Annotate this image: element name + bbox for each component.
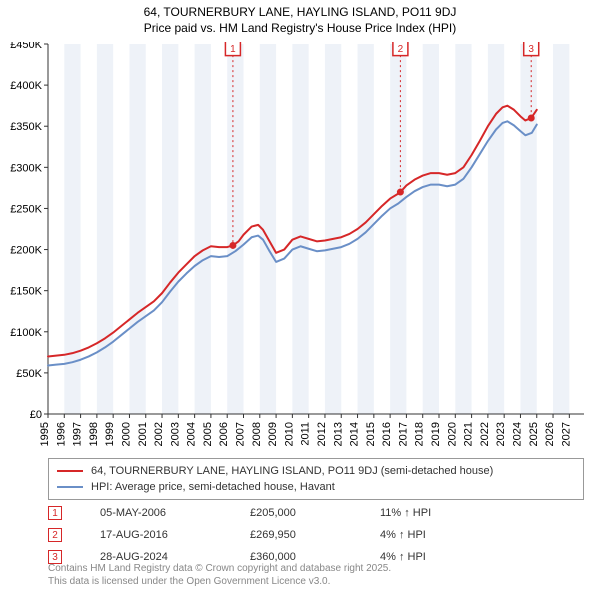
svg-text:2010: 2010 (283, 422, 295, 446)
sale-hpi: 4% ↑ HPI (380, 529, 500, 541)
svg-text:2024: 2024 (511, 422, 523, 446)
svg-text:2009: 2009 (267, 422, 279, 446)
sales-table: 1 05-MAY-2006 £205,000 11% ↑ HPI 2 17-AU… (48, 502, 584, 568)
svg-text:1997: 1997 (72, 422, 84, 446)
svg-text:£250K: £250K (10, 203, 42, 215)
legend-row-2: HPI: Average price, semi-detached house,… (57, 479, 575, 495)
svg-text:£50K: £50K (16, 368, 42, 380)
sale-marker-3: 3 (48, 550, 62, 564)
sale-price: £269,950 (250, 529, 380, 541)
svg-text:£100K: £100K (10, 327, 42, 339)
legend-label-2: HPI: Average price, semi-detached house,… (91, 481, 335, 493)
svg-text:3: 3 (528, 44, 534, 55)
svg-text:£200K: £200K (10, 245, 42, 257)
svg-text:2002: 2002 (153, 422, 165, 446)
svg-text:£350K: £350K (10, 121, 42, 133)
svg-text:2019: 2019 (430, 422, 442, 446)
svg-text:2000: 2000 (120, 422, 132, 446)
svg-text:2021: 2021 (463, 422, 475, 446)
svg-text:2003: 2003 (169, 422, 181, 446)
svg-text:1999: 1999 (104, 422, 116, 446)
svg-text:2008: 2008 (251, 422, 263, 446)
svg-text:2012: 2012 (316, 422, 328, 446)
svg-text:2025: 2025 (528, 422, 540, 446)
svg-text:2020: 2020 (446, 422, 458, 446)
sale-hpi: 4% ↑ HPI (380, 551, 500, 563)
svg-text:2027: 2027 (560, 422, 572, 446)
svg-text:2022: 2022 (479, 422, 491, 446)
legend-row-1: 64, TOURNERBURY LANE, HAYLING ISLAND, PO… (57, 463, 575, 479)
sale-hpi: 11% ↑ HPI (380, 507, 500, 519)
sale-price: £205,000 (250, 507, 380, 519)
chart: £0£50K£100K£150K£200K£250K£300K£350K£400… (48, 44, 584, 414)
svg-text:2018: 2018 (414, 422, 426, 446)
svg-text:1998: 1998 (88, 422, 100, 446)
attribution: Contains HM Land Registry data © Crown c… (48, 563, 391, 588)
table-row: 1 05-MAY-2006 £205,000 11% ↑ HPI (48, 502, 584, 524)
svg-text:1996: 1996 (55, 422, 67, 446)
svg-text:2: 2 (398, 44, 404, 55)
page-root: 64, TOURNERBURY LANE, HAYLING ISLAND, PO… (0, 0, 600, 590)
svg-text:£150K: £150K (10, 286, 42, 298)
svg-text:£400K: £400K (10, 80, 42, 92)
sale-date: 05-MAY-2006 (100, 507, 250, 519)
svg-text:2017: 2017 (397, 422, 409, 446)
title-block: 64, TOURNERBURY LANE, HAYLING ISLAND, PO… (0, 0, 600, 36)
svg-text:2015: 2015 (365, 422, 377, 446)
svg-text:2023: 2023 (495, 422, 507, 446)
svg-text:2013: 2013 (332, 422, 344, 446)
svg-text:2016: 2016 (381, 422, 393, 446)
svg-text:2004: 2004 (186, 422, 198, 446)
svg-text:2011: 2011 (300, 422, 312, 446)
svg-text:2005: 2005 (202, 422, 214, 446)
svg-text:£0: £0 (30, 409, 42, 421)
svg-text:£300K: £300K (10, 162, 42, 174)
title-line2: Price paid vs. HM Land Registry's House … (0, 20, 600, 36)
legend-label-1: 64, TOURNERBURY LANE, HAYLING ISLAND, PO… (91, 465, 493, 477)
legend: 64, TOURNERBURY LANE, HAYLING ISLAND, PO… (48, 458, 584, 500)
title-line1: 64, TOURNERBURY LANE, HAYLING ISLAND, PO… (0, 4, 600, 20)
svg-text:1: 1 (230, 44, 236, 55)
legend-swatch-blue (57, 486, 83, 488)
chart-svg: £0 £50K £100K £150K £200K £250K £300K £350K £400… (0, 42, 590, 458)
attribution-line1: Contains HM Land Registry data © Crown c… (48, 563, 391, 576)
sale-date: 28-AUG-2024 (100, 551, 250, 563)
sale-marker-1: 1 (48, 506, 62, 520)
table-row: 2 17-AUG-2016 £269,950 4% ↑ HPI (48, 524, 584, 546)
svg-text:2026: 2026 (544, 422, 556, 446)
svg-text:2014: 2014 (349, 422, 361, 446)
sale-price: £360,000 (250, 551, 380, 563)
svg-text:2001: 2001 (137, 422, 149, 446)
legend-swatch-red (57, 470, 83, 472)
svg-text:£450K: £450K (10, 42, 42, 51)
svg-text:2007: 2007 (235, 422, 247, 446)
svg-text:1995: 1995 (39, 422, 51, 446)
sale-date: 17-AUG-2016 (100, 529, 250, 541)
sale-marker-2: 2 (48, 528, 62, 542)
attribution-line2: This data is licensed under the Open Gov… (48, 576, 391, 589)
svg-text:2006: 2006 (218, 422, 230, 446)
